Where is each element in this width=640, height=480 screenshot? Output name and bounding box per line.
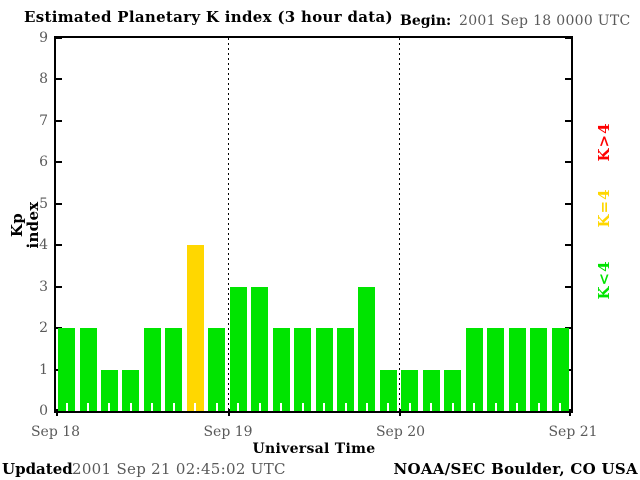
- bar-tick-notch: [365, 403, 368, 411]
- y-axis-tick: [56, 410, 62, 412]
- kp-bar: [551, 328, 569, 411]
- kp-bar: [487, 328, 505, 411]
- chart-title: Estimated Planetary K index (3 hour data…: [24, 8, 393, 26]
- kp-bar: [401, 369, 419, 411]
- y-axis-tick: [565, 285, 571, 288]
- bar-tick-notch: [129, 403, 132, 411]
- bar-tick-notch: [537, 403, 540, 411]
- kp-bar: [508, 328, 526, 411]
- updated-label: Updated: [2, 460, 73, 478]
- y-tick-label: 8: [39, 71, 48, 88]
- x-axis-day-tick: [56, 409, 58, 416]
- kp-bar: [465, 328, 483, 411]
- x-axis-day-tick: [227, 409, 230, 416]
- kp-bar: [143, 328, 161, 411]
- updated-timestamp: 2001 Sep 21 02:45:02 UTC: [72, 460, 286, 478]
- kp-bar: [379, 369, 397, 411]
- kp-bar: [337, 328, 354, 411]
- y-tick-label: 3: [39, 278, 48, 295]
- kp-bar: [530, 328, 548, 411]
- legend-item: K>4: [595, 122, 613, 162]
- y-axis-tick: [565, 202, 571, 205]
- y-tick-label: 7: [39, 112, 48, 129]
- y-tick-label: 4: [39, 237, 48, 254]
- y-tick-label: 2: [39, 320, 48, 337]
- y-tick-label: 9: [39, 30, 48, 46]
- kp-bar: [315, 328, 333, 411]
- kp-bar: [229, 286, 247, 411]
- kp-bar: [358, 286, 376, 411]
- plot-area: [56, 37, 571, 416]
- bar-tick-notch: [516, 403, 519, 411]
- y-axis-tick: [56, 37, 62, 39]
- bar-tick-notch: [87, 403, 89, 411]
- y-tick-label: 0: [39, 403, 48, 419]
- legend-item: K<4: [595, 260, 613, 300]
- plot-frame: [54, 36, 573, 416]
- y-axis-tick: [56, 327, 62, 330]
- kp-bar: [122, 369, 140, 411]
- bar-tick-notch: [280, 403, 283, 411]
- day-boundary-dotted-line: [227, 38, 229, 411]
- y-tick-label: 5: [39, 195, 48, 212]
- bar-tick-notch: [301, 403, 304, 411]
- kp-bar: [422, 369, 440, 411]
- bar-tick-notch: [65, 403, 68, 411]
- x-axis-title: Universal Time: [252, 441, 376, 457]
- kp-bar: [444, 369, 462, 411]
- bar-tick-notch: [344, 403, 347, 411]
- kp-bar: [294, 328, 311, 411]
- y-axis-tick: [56, 285, 62, 288]
- bar-tick-notch: [387, 403, 390, 411]
- y-axis-tick: [56, 78, 62, 81]
- y-axis-tick: [565, 410, 571, 412]
- x-tick-label: Sep 20: [375, 424, 426, 440]
- y-tick-label: 1: [39, 361, 48, 378]
- bar-tick-notch: [237, 403, 240, 411]
- kp-bar: [165, 328, 183, 411]
- y-axis-tick: [565, 78, 571, 81]
- begin-timestamp: 2001 Sep 18 0000 UTC: [459, 13, 631, 29]
- y-tick-label: 6: [39, 154, 48, 171]
- day-boundary-dotted-line: [399, 38, 401, 411]
- bar-tick-notch: [473, 403, 476, 411]
- bar-tick-notch: [408, 403, 411, 411]
- kp-bar: [58, 328, 75, 411]
- y-axis-tick: [565, 37, 571, 39]
- kp-bar: [186, 245, 204, 411]
- kp-bar: [208, 328, 226, 411]
- bar-tick-notch: [451, 403, 454, 411]
- kp-bar: [100, 369, 118, 411]
- y-axis-tick: [565, 161, 571, 164]
- y-axis-tick: [56, 202, 62, 205]
- kp-bar: [272, 328, 290, 411]
- bar-tick-notch: [323, 403, 325, 411]
- bar-tick-notch: [194, 403, 197, 411]
- x-tick-label: Sep 18: [30, 424, 81, 440]
- kp-bar: [79, 328, 97, 411]
- bar-tick-notch: [108, 403, 111, 411]
- credit-text: NOAA/SEC Boulder, CO USA: [393, 460, 638, 478]
- bar-tick-notch: [258, 403, 261, 411]
- kp-bar: [251, 286, 269, 411]
- y-axis-tick: [565, 244, 571, 247]
- y-axis-tick: [565, 327, 571, 330]
- bar-tick-notch: [172, 403, 175, 411]
- bar-tick-notch: [494, 403, 497, 411]
- x-tick-label: Sep 19: [203, 424, 253, 440]
- x-tick-label: Sep 21: [548, 424, 598, 440]
- x-axis-day-tick: [569, 409, 571, 416]
- y-axis-tick: [56, 244, 62, 247]
- bar-tick-notch: [559, 403, 561, 411]
- begin-label: Begin:: [400, 13, 452, 29]
- x-axis-day-tick: [399, 409, 402, 416]
- legend-item: K=4: [595, 188, 613, 228]
- bar-tick-notch: [215, 403, 218, 411]
- bar-tick-notch: [430, 403, 433, 411]
- bar-tick-notch: [151, 403, 154, 411]
- y-axis-tick: [56, 161, 62, 164]
- y-axis-tick: [565, 119, 571, 122]
- y-axis-tick: [56, 119, 62, 122]
